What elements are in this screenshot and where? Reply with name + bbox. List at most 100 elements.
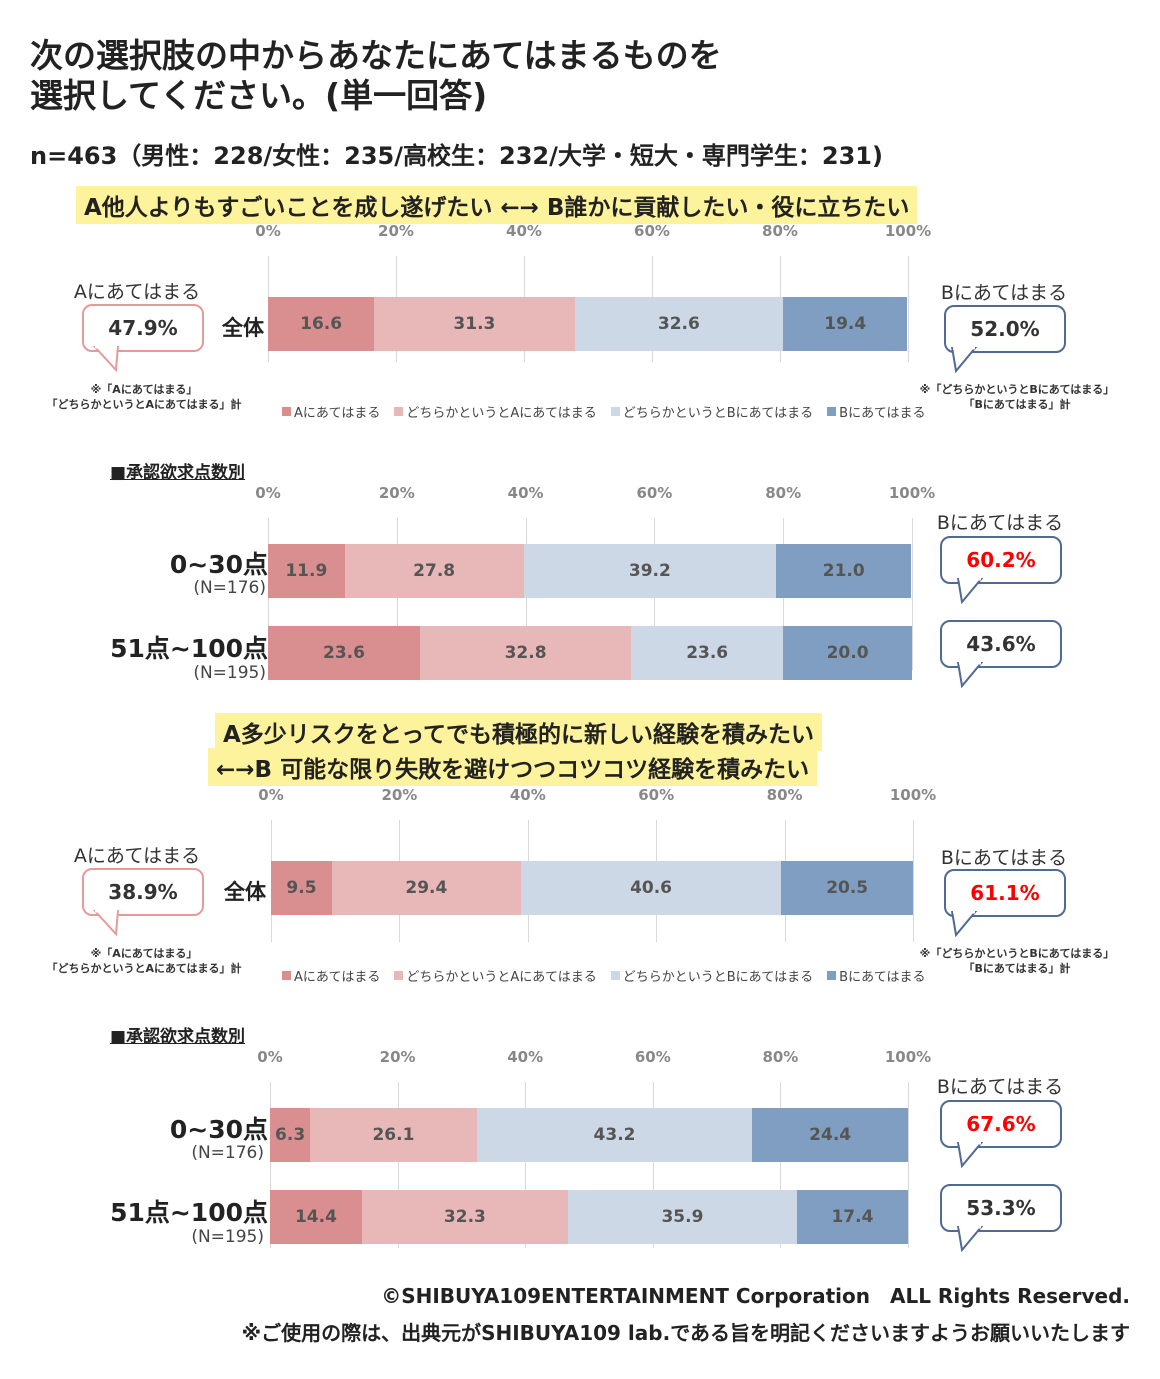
stacked-bar: 11.9 27.8 39.2 21.0: [268, 544, 912, 598]
tick-label: 60%: [636, 484, 673, 502]
q2-a-callout-label: Aにあてはまる: [73, 845, 201, 867]
bar-segment: 32.8: [419, 626, 632, 680]
tick-label: 80%: [765, 484, 802, 502]
stacked-bar: 23.6 32.8 23.6 20.0: [268, 626, 912, 680]
tick-label: 100%: [888, 484, 936, 502]
stacked-bar: 14.4 32.3 35.9 17.4: [270, 1190, 908, 1244]
q2-a-note-line1: ※「Aにあてはまる」: [90, 947, 198, 960]
bar-segment: 39.2: [523, 544, 777, 598]
tick-label: 100%: [889, 786, 937, 804]
bar-segment: 27.8: [344, 544, 524, 598]
legend-swatch: [282, 407, 291, 416]
tick-label: 60%: [638, 786, 675, 804]
q2-b-note-line2: 「Bにあてはまる」計: [963, 961, 1071, 975]
q1-section-header: ■承認欲求点数別: [110, 463, 246, 483]
legend-swatch: [394, 971, 404, 980]
tick-label: 60%: [634, 1048, 671, 1066]
q1-b-note-line1: ※「どちらかというとBにあてはまる」: [919, 383, 1115, 396]
tick-label: 0%: [255, 222, 281, 240]
q2-a-note: ※「Aにあてはまる」 「どちらかというとAにあてはまる」計: [36, 947, 252, 977]
q2-g2-label: 51点~100点: [110, 1198, 268, 1227]
q1-a-note-line2: 「どちらかというとAにあてはまる」計: [46, 397, 242, 411]
q1-g1-label: 0~30点: [169, 550, 268, 579]
legend-item: Bにあてはまる: [827, 966, 926, 985]
q1-g1-bubble-tail: [956, 578, 984, 604]
q2-g1-b-bubble: 67.6%: [940, 1100, 1062, 1148]
q2-banner-line2: ←→B 可能な限り失敗を避けつつコツコツ経験を積みたい: [208, 748, 818, 786]
legend-item: Bにあてはまる: [827, 402, 926, 421]
bar-segment: 17.4: [796, 1190, 908, 1244]
title-line-2: 選択してください。(単一回答): [30, 75, 488, 115]
legend-label: どちらかというとBにあてはまる: [622, 970, 814, 985]
q1-g2-b-bubble: 43.6%: [940, 620, 1062, 668]
q1-a-note: ※「Aにあてはまる」 「どちらかというとAにあてはまる」計: [36, 383, 252, 413]
bar-segment: 35.9: [567, 1190, 797, 1244]
legend-swatch: [394, 407, 404, 416]
q1-g2-bubble-tail: [956, 662, 984, 688]
bar-segment: 29.4: [331, 861, 521, 915]
bar-segment: 43.2: [476, 1108, 753, 1162]
legend-label: Aにあてはまる: [294, 406, 381, 421]
gridline: [913, 820, 914, 942]
q2-b-callout-label: Bにあてはまる: [940, 847, 1068, 869]
tick-label: 80%: [766, 786, 803, 804]
q2-g1-bubble-tail: [956, 1142, 984, 1168]
stacked-bar: 6.3 26.1 43.2 24.4: [270, 1108, 908, 1162]
gridline: [652, 1082, 654, 1248]
copyright: ©SHIBUYA109ENTERTAINMENT Corporation ALL…: [381, 1284, 1130, 1308]
tick-label: 20%: [378, 222, 414, 240]
bar-segment: 40.6: [520, 861, 782, 915]
tick-label: 20%: [381, 786, 418, 804]
tick-label: 80%: [762, 1048, 799, 1066]
q1-b-note: ※「どちらかというとBにあてはまる」 「Bにあてはまる」計: [906, 383, 1128, 413]
q2-g2-n: (N=195): [191, 1227, 264, 1247]
legend-item: どちらかというとBにあてはまる: [610, 402, 814, 421]
q2-b-total: 61.1%: [970, 881, 1040, 905]
q1-banner: A他人よりもすごいことを成し遂げたい ←→ B誰かに貢献したい・役に立ちたい: [76, 186, 918, 224]
legend-label: Aにあてはまる: [294, 970, 381, 985]
q1-a-bubble-tail: [92, 346, 120, 372]
q1-a-callout-label: Aにあてはまる: [73, 281, 201, 303]
q2-banner-line1: A多少リスクをとってでも積極的に新しい経験を積みたい: [215, 713, 822, 751]
q1-a-note-line1: ※「Aにあてはまる」: [90, 383, 198, 396]
q2-overall-label: 全体: [224, 880, 266, 904]
legend-label: どちらかというとAにあてはまる: [406, 970, 597, 985]
tick-label: 60%: [634, 222, 670, 240]
bar-segment: 14.4: [270, 1190, 362, 1244]
tick-label: 40%: [506, 222, 542, 240]
q1-g2-n: (N=195): [193, 663, 266, 683]
tick-label: 20%: [379, 1048, 416, 1066]
gridline: [908, 1082, 909, 1248]
bar-segment: 21.0: [776, 544, 912, 598]
tick-label: 80%: [762, 222, 798, 240]
sample-size: n=463（男性：228/女性：235/高校生：232/大学・短大・専門学生：2…: [30, 142, 883, 170]
q2-g1-b-total: 67.6%: [966, 1112, 1036, 1136]
q1-a-total-bubble: 47.9%: [82, 304, 204, 352]
bar-segment: 16.6: [268, 297, 375, 351]
stacked-bar: 9.5 29.4 40.6 20.5: [271, 861, 913, 915]
legend-swatch: [827, 407, 837, 416]
q1-b-note-line2: 「Bにあてはまる」計: [963, 397, 1071, 411]
q2-overall-chart: 0% 20% 40% 60% 80% 100% 9.5 29.4 40.6 20.5: [258, 786, 936, 942]
q1-g-b-callout-label: Bにあてはまる: [936, 512, 1064, 534]
legend-label: どちらかというとBにあてはまる: [622, 406, 814, 421]
tick-label: 40%: [507, 484, 544, 502]
q1-b-total-bubble: 52.0%: [944, 305, 1066, 353]
q2-a-bubble-tail: [92, 910, 120, 936]
legend-swatch: [610, 971, 620, 980]
q1-overall-chart: 0% 20% 40% 60% 80% 100% 16.6 31.3 32.6 19.4: [255, 222, 931, 362]
usage-note: ※ご使用の際は、出典元がSHIBUYA109 lab.である旨を明記くださいます…: [241, 1321, 1130, 1345]
q2-section-header: ■承認欲求点数別: [110, 1027, 246, 1047]
bar-segment: 11.9: [268, 544, 345, 598]
gridline: [270, 1082, 271, 1248]
bar-segment: 32.6: [574, 297, 784, 351]
tick-label: 0%: [258, 786, 284, 804]
tick-label: 40%: [509, 786, 546, 804]
gridline: [397, 1082, 399, 1248]
bar-segment: 9.5: [271, 861, 332, 915]
legend-item: どちらかというとBにあてはまる: [610, 966, 814, 985]
gridline: [780, 1082, 782, 1248]
q2-b-note-line1: ※「どちらかというとBにあてはまる」: [919, 947, 1115, 960]
legend-swatch: [610, 407, 620, 416]
q1-overall-label: 全体: [222, 316, 264, 340]
